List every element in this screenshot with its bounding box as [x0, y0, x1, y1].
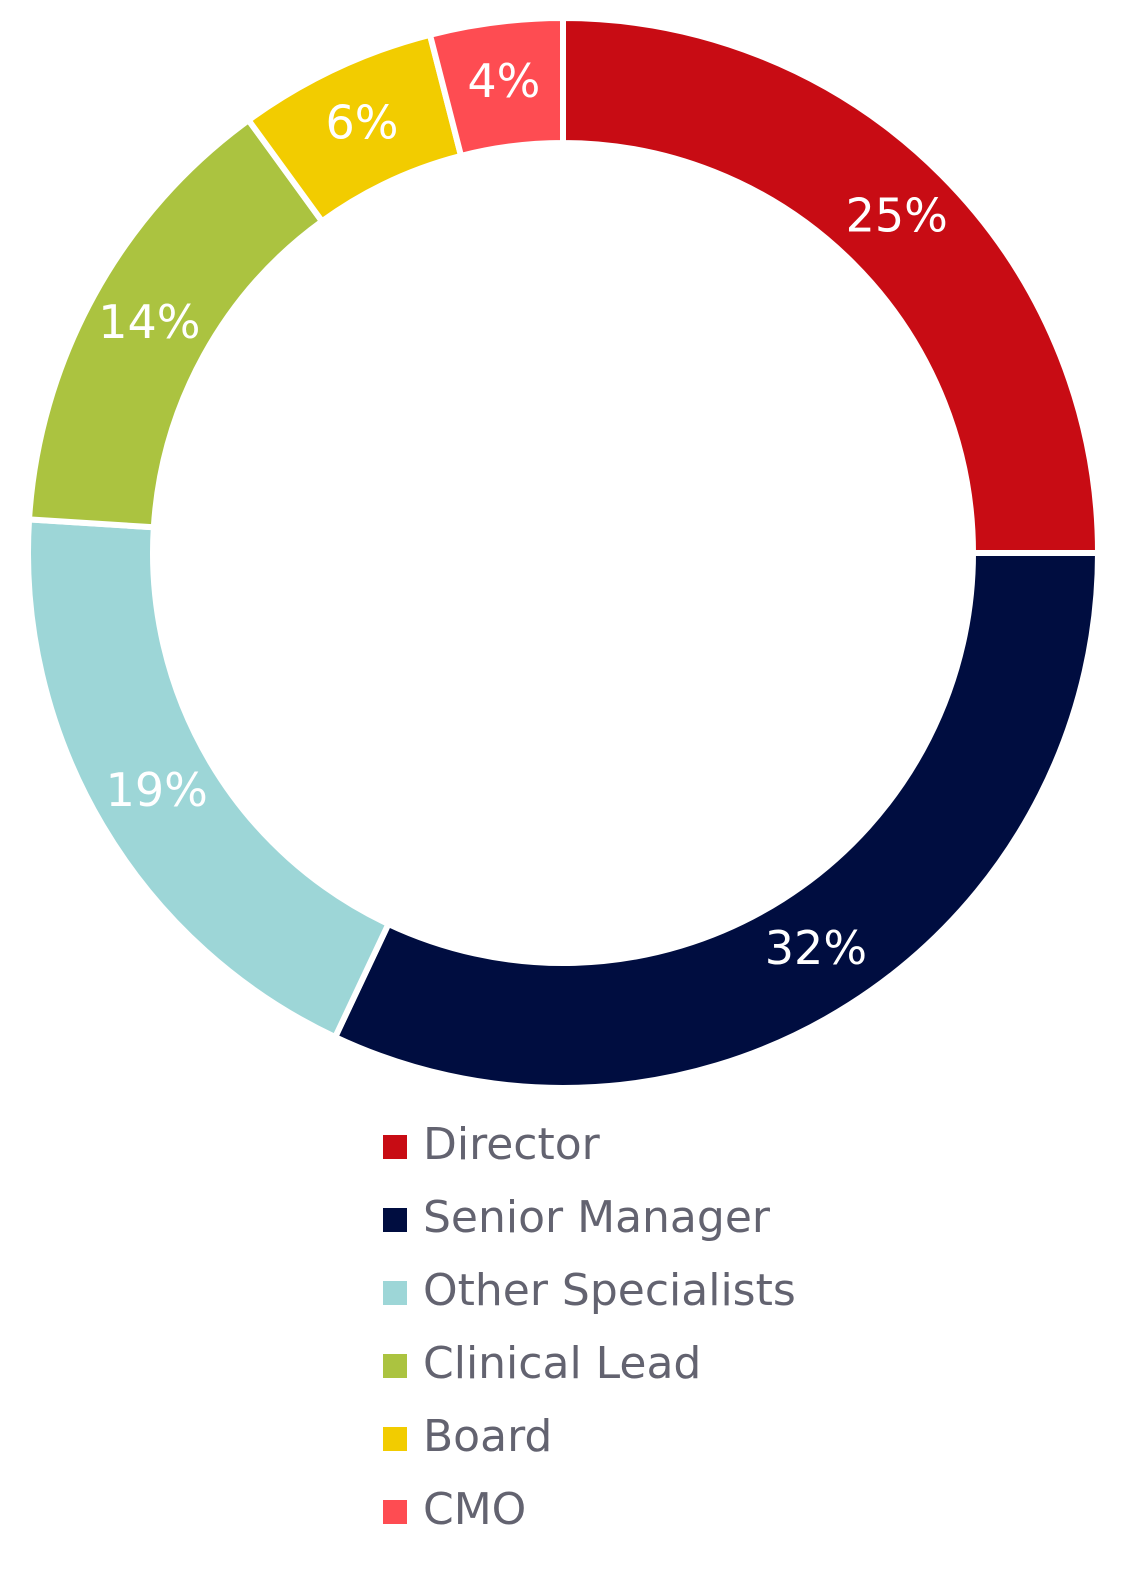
slice-label: 6%	[326, 95, 399, 149]
legend-swatch	[383, 1427, 407, 1451]
legend-swatch	[383, 1208, 407, 1232]
legend-label: CMO	[423, 1484, 526, 1535]
legend-label: Other Specialists	[423, 1265, 796, 1316]
donut-slice	[560, 14, 1102, 556]
legend-label: Board	[423, 1411, 552, 1462]
legend-swatch	[383, 1354, 407, 1378]
legend-swatch	[383, 1500, 407, 1524]
slice-label: 25%	[846, 189, 948, 243]
legend-label: Senior Manager	[423, 1192, 771, 1243]
legend-label: Director	[423, 1119, 601, 1170]
slice-label: 32%	[765, 921, 867, 975]
slice-label: 19%	[106, 763, 208, 817]
legend-swatch	[383, 1135, 407, 1159]
donut-slice	[331, 550, 1102, 1091]
slice-label: 4%	[467, 54, 540, 108]
donut-slice	[426, 14, 566, 160]
slice-label: 14%	[98, 295, 200, 349]
donut-slice	[25, 516, 393, 1042]
legend-swatch	[383, 1281, 407, 1305]
legend-label: Clinical Lead	[423, 1338, 701, 1389]
